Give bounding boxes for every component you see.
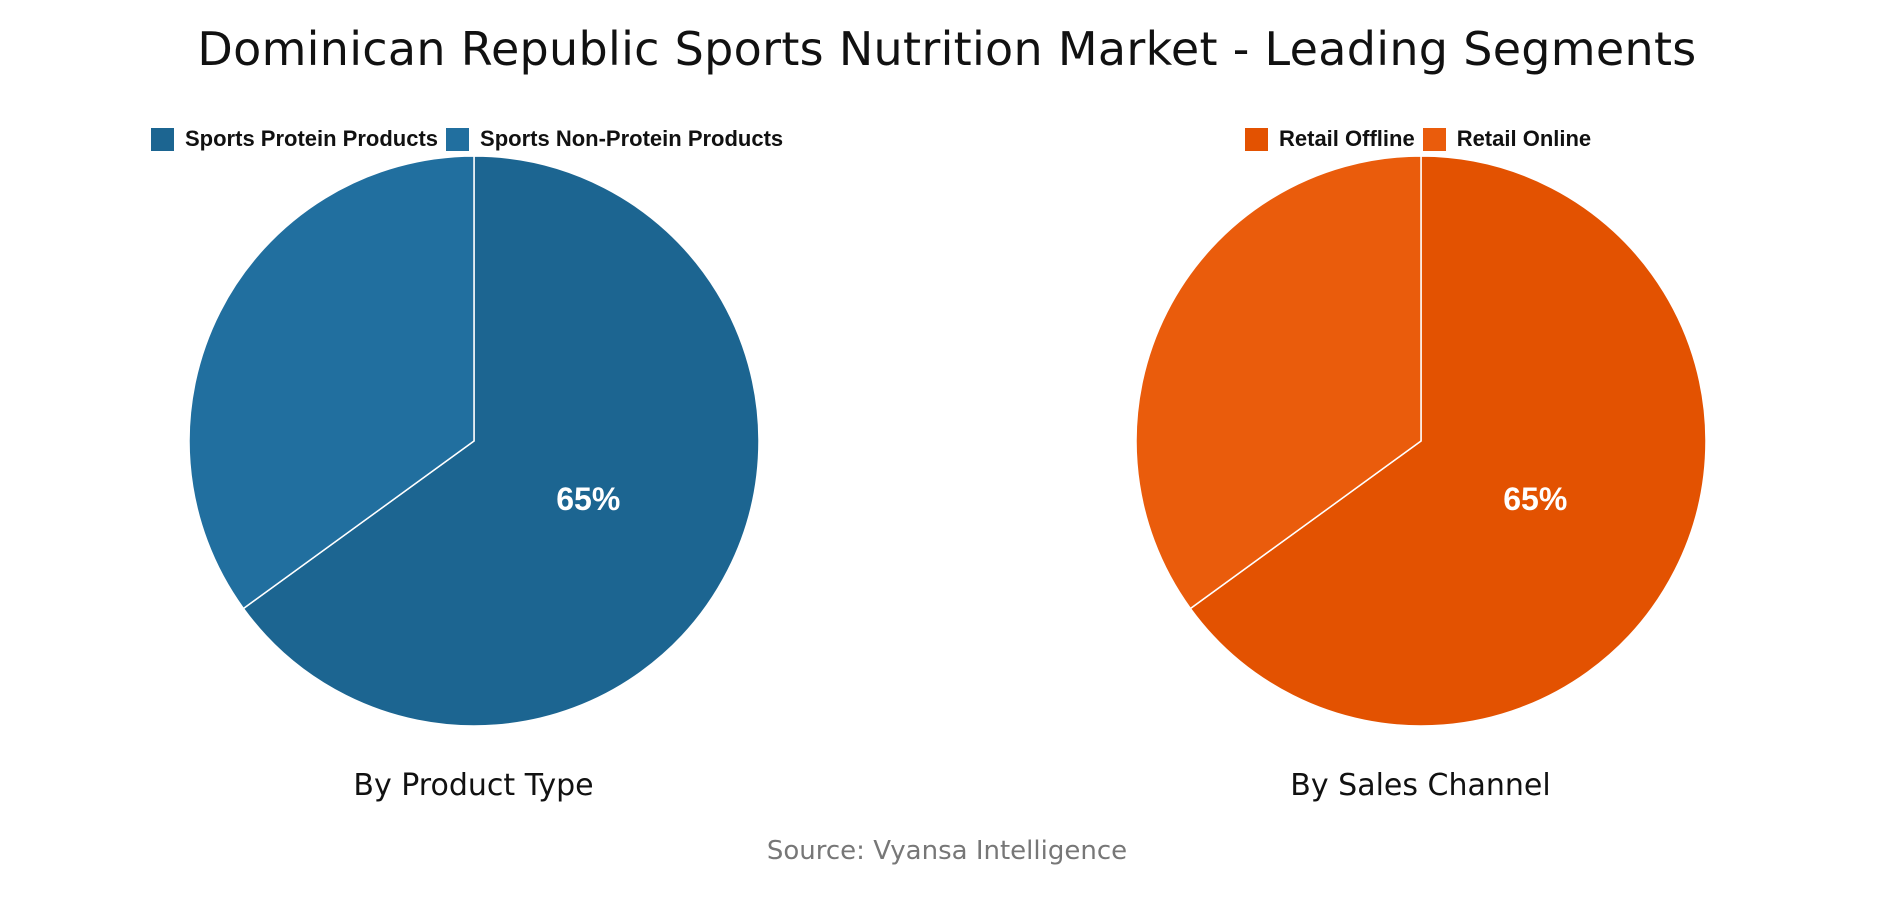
legend-label: Sports Protein Products (185, 126, 439, 151)
chart-title: Dominican Republic Sports Nutrition Mark… (197, 22, 1697, 76)
pie-subtitle: By Product Type (353, 768, 594, 803)
legend-swatch (1245, 127, 1268, 151)
legend-label: Sports Non-Protein Products (480, 126, 784, 151)
pie-panel-product-type: Sports Protein Products Sports Non-Prote… (151, 126, 791, 803)
slice-value-label: 65% (1503, 481, 1567, 517)
pie-chart: 65% (1135, 155, 1707, 727)
legend-item: Retail Online (1422, 126, 1592, 152)
legend-item: Retail Offline (1245, 126, 1415, 152)
pie-slice-retail-online (1135, 155, 1422, 610)
pie-slice-retail-offline (1189, 155, 1707, 727)
pie-panel-sales-channel: Retail Offline Retail Online 65% By Sale… (947, 0, 1894, 900)
legend-swatch (151, 127, 174, 151)
pie-subtitle: By Sales Channel (1290, 768, 1551, 803)
pie-chart: 65% (188, 155, 760, 727)
legend-label: Retail Online (1456, 126, 1592, 151)
slice-value-label: 65% (556, 481, 620, 517)
legend-swatch (1422, 127, 1446, 151)
legend: Sports Protein Products Sports Non-Prote… (151, 126, 791, 152)
legend: Retail Offline Retail Online (1245, 126, 1599, 152)
source-note: Source: Vyansa Intelligence (766, 836, 1128, 866)
pie-slice-sports-protein-products (242, 155, 760, 727)
legend-label: Retail Offline (1279, 126, 1415, 151)
legend-item: Sports Protein Products (151, 126, 438, 152)
pie-slice-sports-non-protein-products (188, 155, 475, 610)
legend-swatch (446, 127, 470, 151)
legend-item: Sports Non-Protein Products (446, 126, 783, 152)
